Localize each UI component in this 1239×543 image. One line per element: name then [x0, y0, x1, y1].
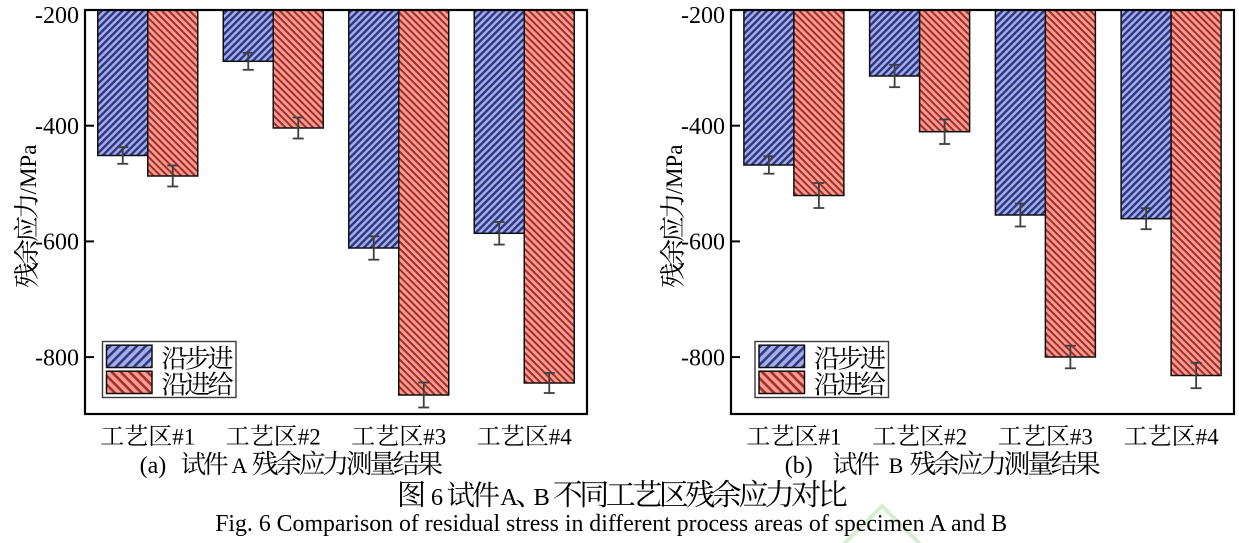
svg-text:-400: -400 [681, 114, 725, 140]
svg-text:#3: #3 [423, 425, 446, 450]
svg-text:6: 6 [431, 484, 443, 511]
svg-text:-800: -800 [681, 345, 725, 371]
svg-text:(b): (b) [785, 453, 813, 479]
svg-text:#1: #1 [172, 425, 195, 450]
svg-text:-600: -600 [681, 230, 725, 256]
svg-text:/MPa: /MPa [16, 145, 41, 195]
svg-text:-200: -200 [35, 3, 79, 29]
svg-text:(a): (a) [140, 453, 167, 479]
svg-text:B: B [534, 484, 550, 511]
svg-text:A: A [232, 453, 248, 478]
svg-text:-200: -200 [681, 3, 725, 29]
svg-text:#4: #4 [1196, 425, 1220, 450]
svg-text:#4: #4 [549, 425, 573, 450]
svg-text:-400: -400 [35, 114, 79, 140]
svg-text:-800: -800 [35, 345, 79, 371]
svg-text:A: A [500, 484, 518, 511]
svg-text:Fig. 6 Comparison of residual: Fig. 6 Comparison of residual stress in … [215, 511, 1007, 537]
svg-text:#1: #1 [818, 425, 841, 450]
svg-text:B: B [889, 453, 904, 478]
svg-text:#2: #2 [944, 425, 967, 450]
svg-text:#3: #3 [1070, 425, 1093, 450]
svg-text:/MPa: /MPa [662, 145, 687, 195]
svg-text:-600: -600 [35, 230, 79, 256]
svg-text:#2: #2 [298, 425, 321, 450]
